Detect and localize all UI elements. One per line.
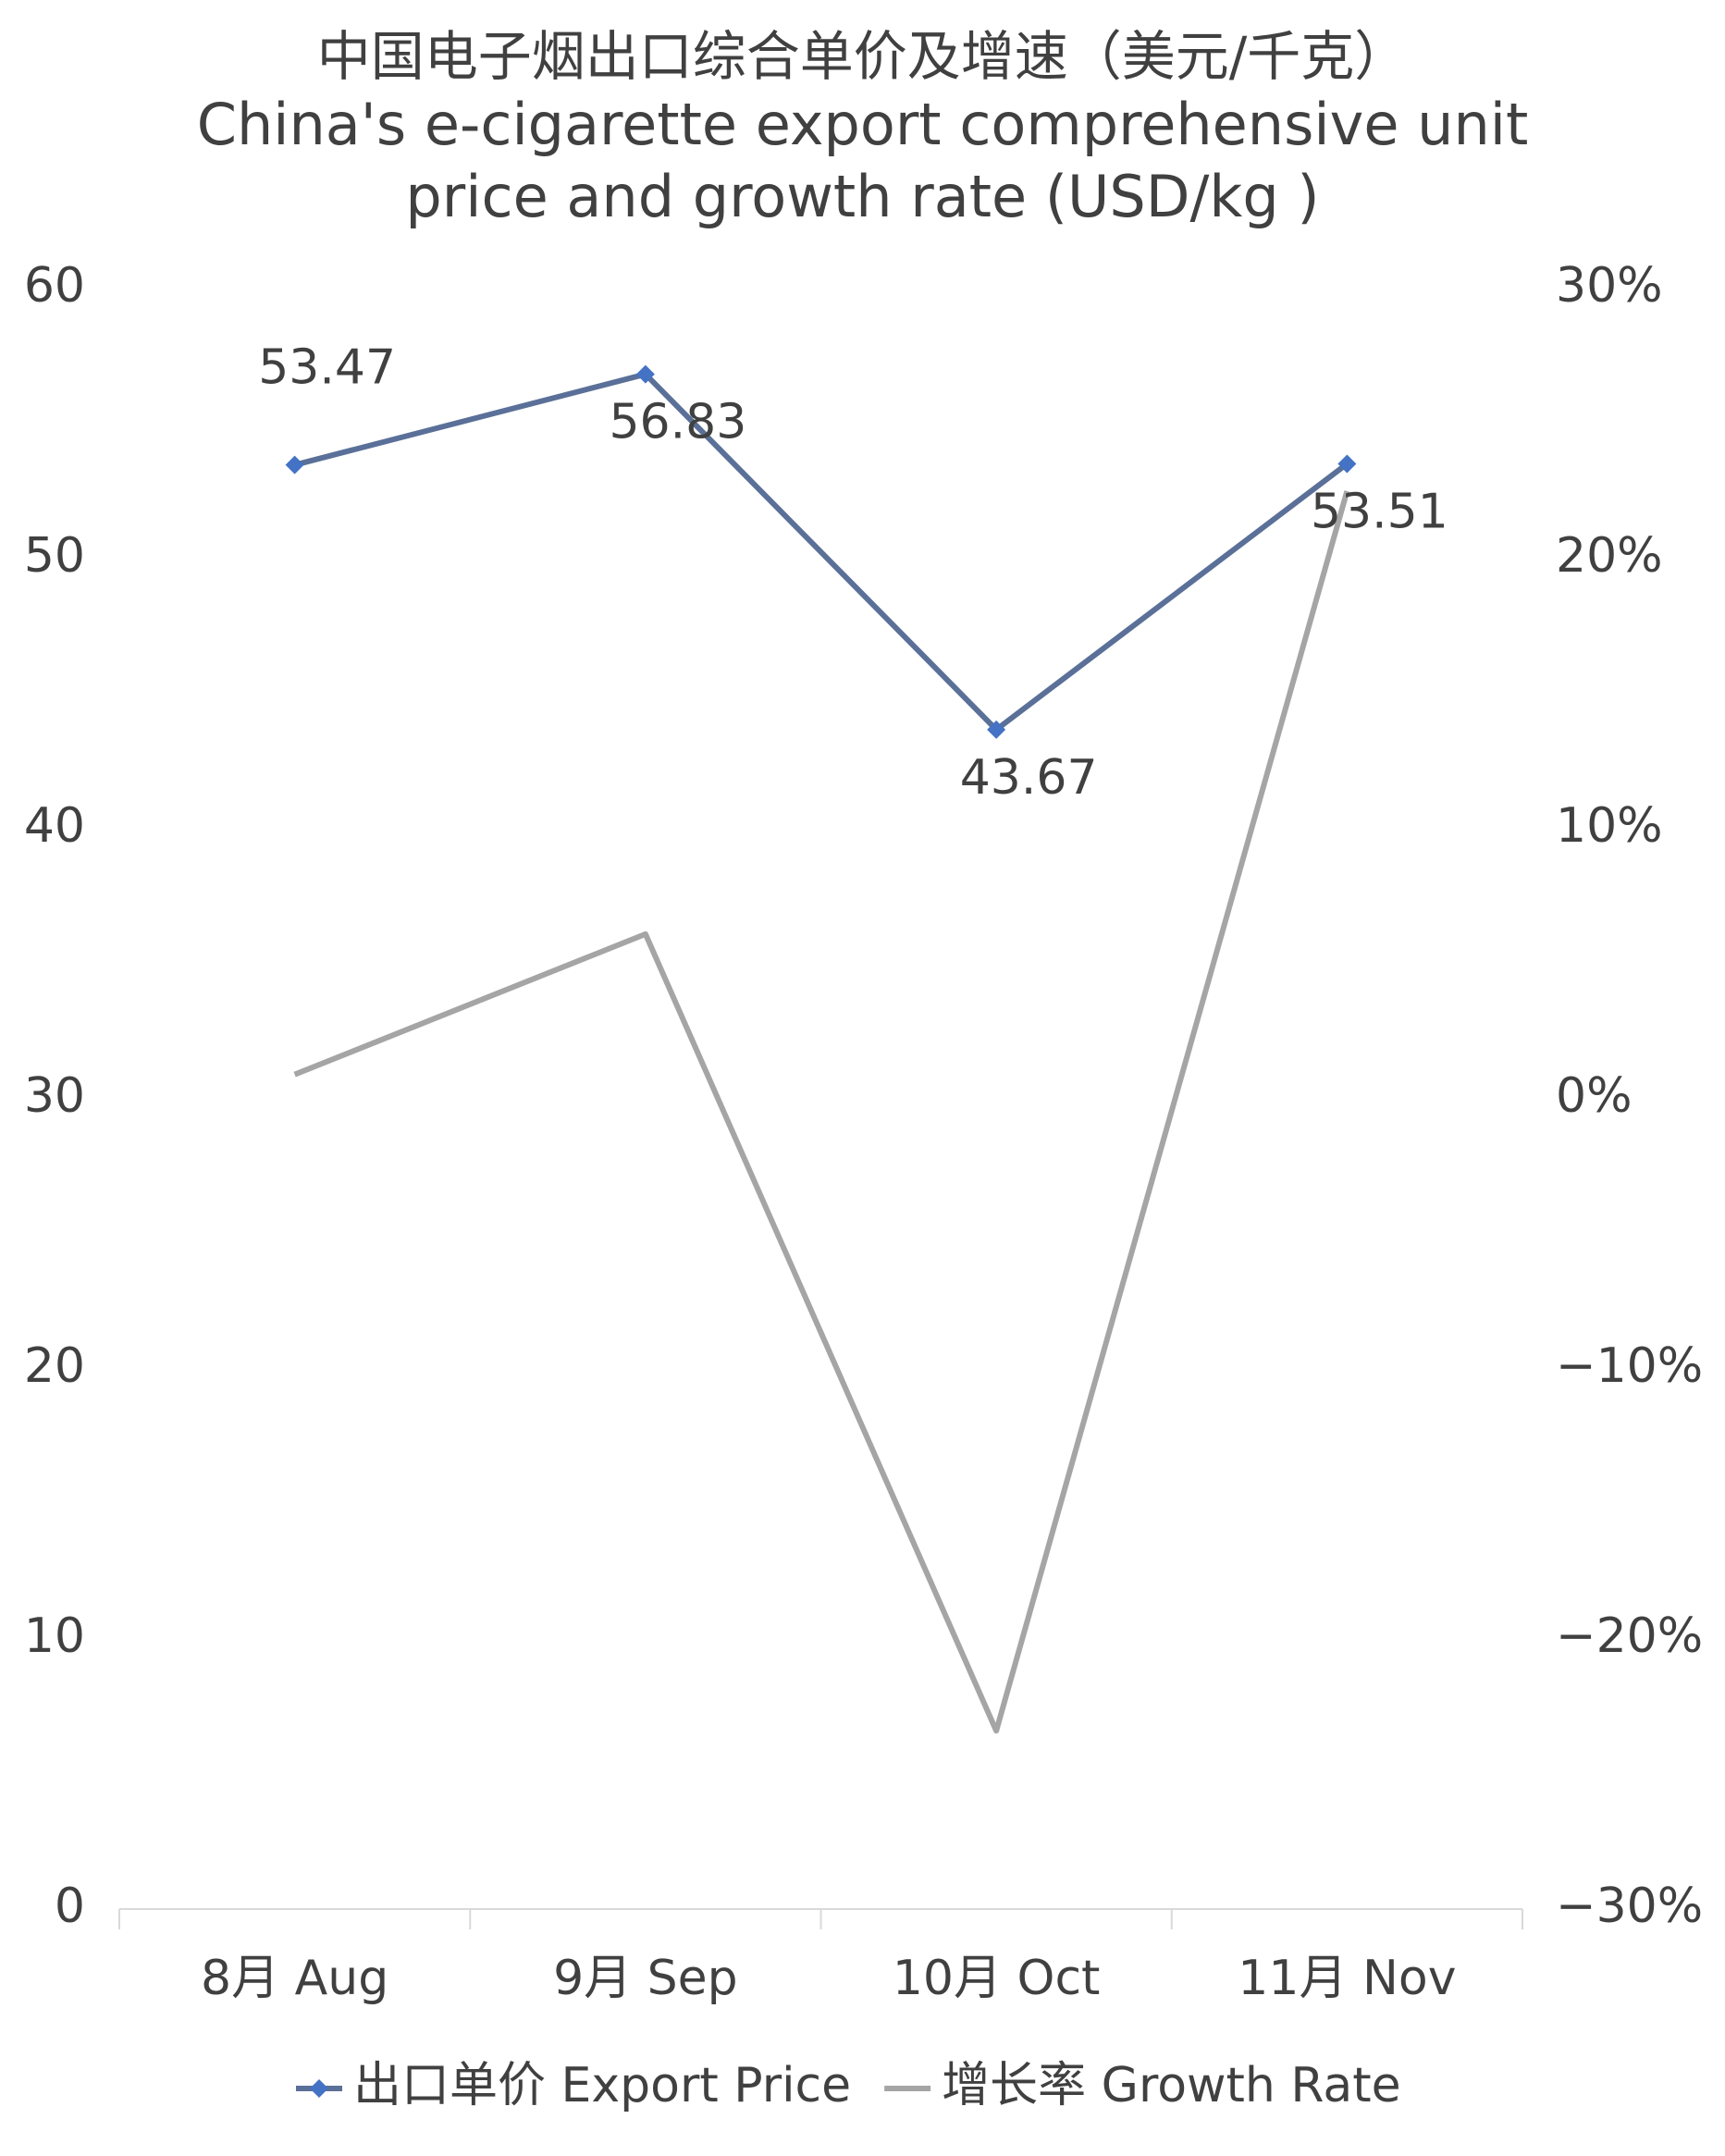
y2-tick-label: −30% xyxy=(1556,1879,1703,1934)
data-label: 53.47 xyxy=(258,340,396,396)
y-tick-label: 40 xyxy=(24,798,85,854)
y-tick-label: 60 xyxy=(24,258,85,314)
legend-label: 出口单价 Export Price xyxy=(353,2058,851,2113)
y2-tick-label: 30% xyxy=(1556,258,1663,314)
point-marker xyxy=(1337,454,1357,474)
y-tick-label: 30 xyxy=(24,1068,85,1124)
point-marker xyxy=(635,364,655,384)
y-tick-label: 10 xyxy=(24,1608,85,1664)
x-tick-label: 10月 Oct xyxy=(893,1951,1101,2006)
chart-subtitle: China's e-cigarette export comprehensive… xyxy=(196,91,1529,230)
legend-marker xyxy=(310,2079,328,2098)
x-tick-label: 9月 Sep xyxy=(553,1951,738,2006)
y-tick-label: 20 xyxy=(24,1338,85,1394)
y2-tick-label: 20% xyxy=(1556,528,1663,584)
series-line xyxy=(293,490,1350,1734)
y2-tick-label: 0% xyxy=(1556,1068,1633,1124)
x-tick-label: 11月 Nov xyxy=(1238,1951,1456,2006)
legend-label: 增长率 Growth Rate xyxy=(942,2058,1401,2113)
series-line xyxy=(293,371,1349,733)
y2-tick-label: 10% xyxy=(1556,798,1663,854)
x-tick-label: 8月 Aug xyxy=(201,1951,388,2006)
y2-tick-label: −10% xyxy=(1556,1338,1703,1394)
data-label: 43.67 xyxy=(960,750,1098,806)
y2-tick-label: −20% xyxy=(1556,1608,1703,1664)
data-label: 56.83 xyxy=(609,395,746,450)
data-label: 53.51 xyxy=(1311,485,1448,540)
point-marker xyxy=(285,455,304,474)
y-tick-label: 50 xyxy=(24,528,85,584)
point-marker xyxy=(987,720,1006,739)
y-tick-label: 0 xyxy=(55,1879,85,1934)
chart-title: 中国电子烟出口综合单价及增速（美元/千克） xyxy=(316,25,1409,88)
